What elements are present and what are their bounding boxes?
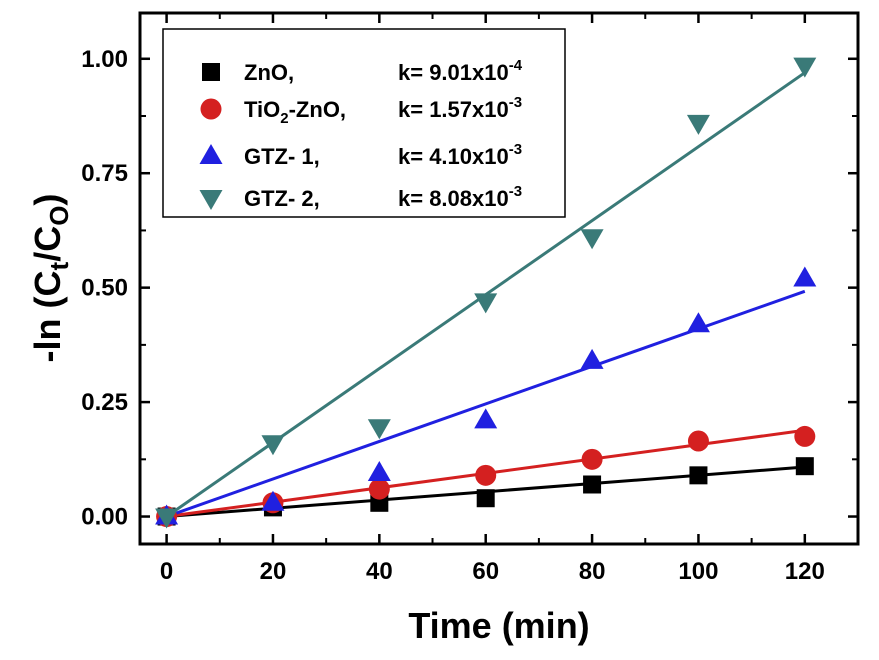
x-tick-label: 120 [785, 558, 825, 585]
legend-marker [200, 98, 222, 120]
plot-frame [138, 11, 860, 546]
y-tick-label: 0.25 [81, 389, 128, 416]
data-point [583, 475, 602, 494]
data-point [367, 419, 391, 440]
x-tick-label: 80 [579, 558, 606, 585]
data-point [689, 466, 708, 485]
x-tick-label: 20 [260, 558, 287, 585]
data-point [580, 229, 604, 250]
data-point [795, 457, 814, 476]
y-axis: 0.00 0.25 0.50 0.75 1.00 [81, 46, 858, 531]
legend-marker [199, 144, 223, 164]
legend-series-name: ZnO, [244, 60, 294, 85]
y-tick-label: 0.75 [81, 160, 128, 187]
legend-box [162, 28, 566, 218]
legend-marker [199, 190, 223, 210]
legend-rate-constant: k= 8.08x10-3 [398, 183, 522, 211]
legend-series-name: GTZ- 1, [244, 144, 320, 169]
data-point [687, 430, 709, 452]
data-point [474, 293, 498, 314]
legend-rate-constant: k= 4.10x10-3 [398, 141, 522, 169]
data-point [261, 435, 285, 456]
y-tick-label: 0.00 [81, 504, 128, 531]
legend-rate-constant: k= 9.01x10-4 [398, 57, 523, 85]
legend-series-name: GTZ- 2, [244, 186, 320, 211]
legend: ZnO, k= 9.01x10-4 TiO2-ZnO, k= 1.57x10-3 GTZ… [162, 28, 566, 218]
data-point [686, 312, 710, 333]
data-point [261, 490, 285, 511]
y-tick-label: 0.50 [81, 275, 128, 302]
data-point [155, 508, 179, 529]
data-point [475, 464, 497, 486]
x-tick-label: 40 [366, 558, 393, 585]
x-tick-label: 0 [160, 558, 173, 585]
data-point [581, 448, 603, 470]
data-point [794, 425, 816, 447]
data-point [368, 478, 390, 500]
legend-rate-constant: k= 1.57x10-3 [398, 94, 522, 122]
data-point [793, 266, 817, 287]
data-point [476, 489, 495, 508]
x-axis-title: Time (min) [408, 605, 589, 646]
data-points [155, 57, 817, 529]
data-point [793, 57, 817, 78]
legend-marker [202, 63, 220, 81]
y-axis-title: -ln (Ct/CO) [27, 194, 74, 363]
legend-series-name: TiO2-ZnO, [244, 97, 346, 127]
data-point [580, 348, 604, 369]
x-tick-label: 100 [678, 558, 718, 585]
data-point [474, 408, 498, 429]
x-tick-label: 60 [472, 558, 499, 585]
x-axis: 0 20 40 60 80 100 120 [160, 13, 825, 585]
data-point [367, 461, 391, 482]
data-point [686, 114, 710, 135]
y-tick-label: 1.00 [81, 46, 128, 73]
